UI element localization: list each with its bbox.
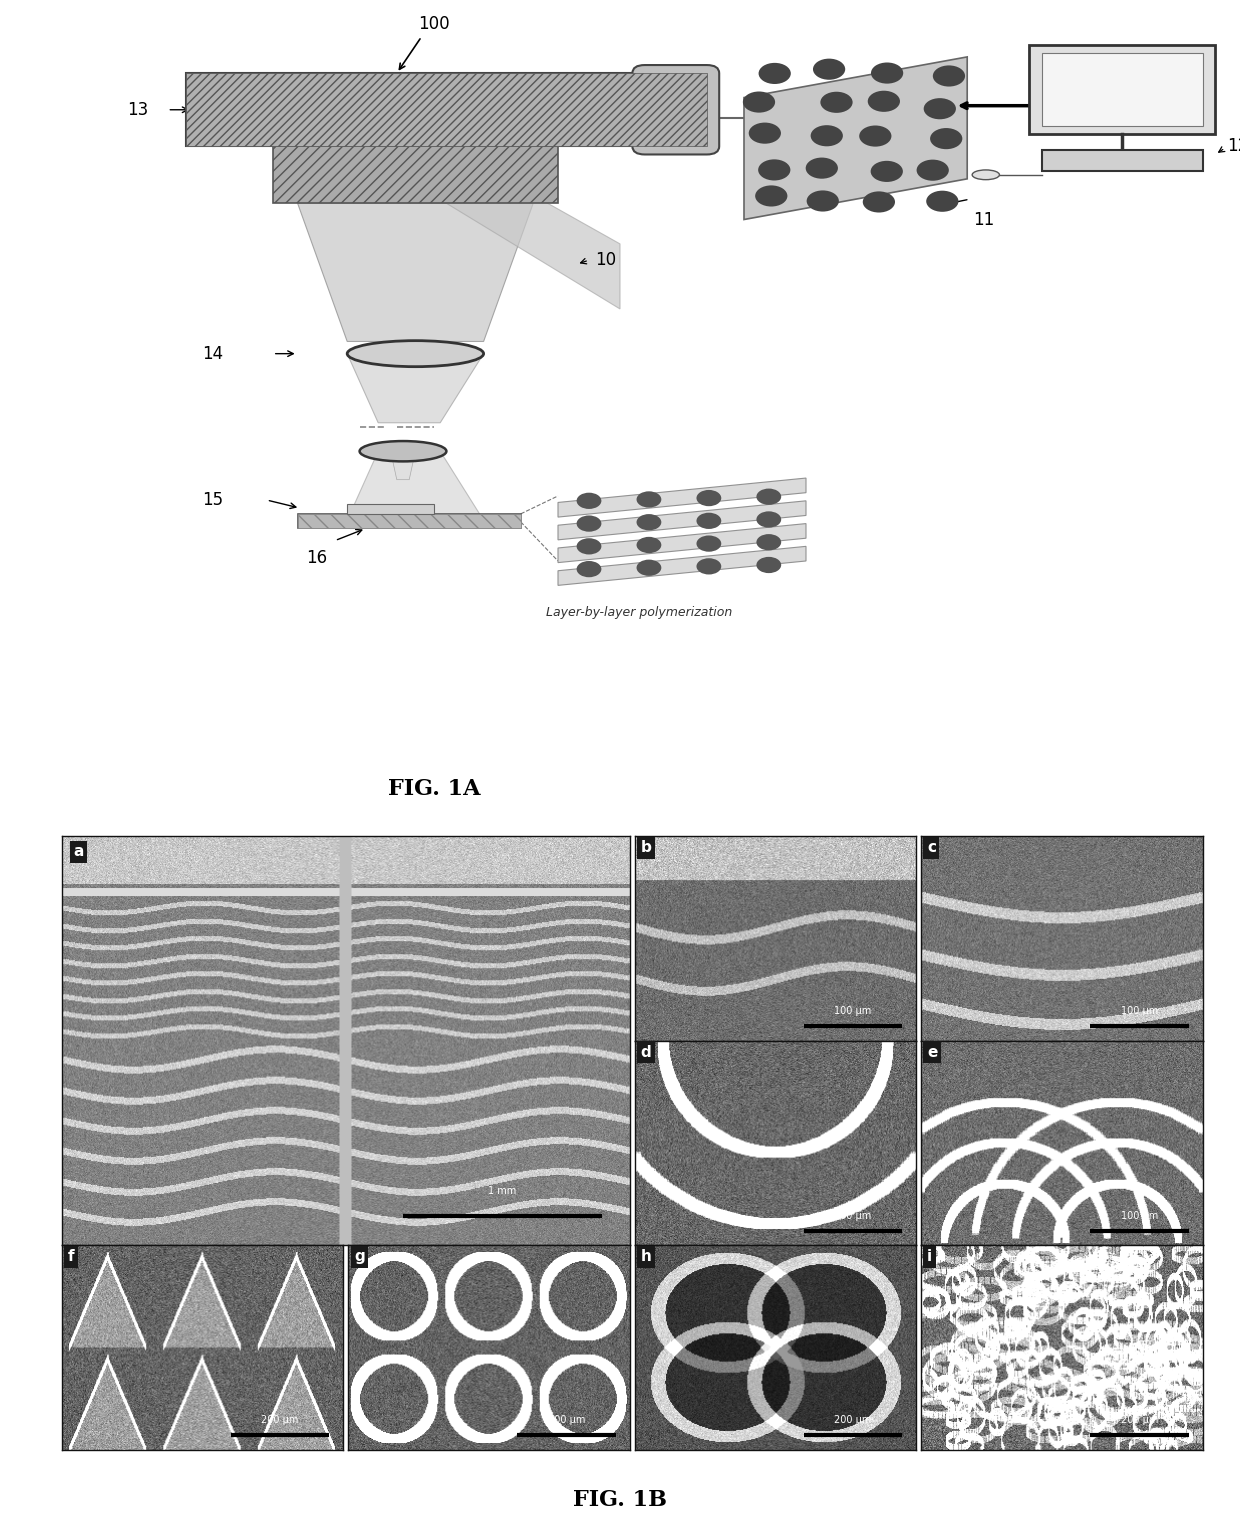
Circle shape (636, 491, 661, 508)
Ellipse shape (972, 170, 999, 179)
Circle shape (924, 98, 956, 120)
Text: Layer-by-layer polymerization: Layer-by-layer polymerization (546, 606, 732, 618)
Text: 100 μm: 100 μm (835, 1006, 872, 1016)
Circle shape (806, 158, 838, 178)
Circle shape (755, 186, 787, 207)
Circle shape (697, 489, 722, 506)
Text: 13: 13 (128, 101, 149, 118)
Text: 15: 15 (202, 491, 223, 509)
Circle shape (697, 535, 722, 552)
Polygon shape (347, 451, 484, 520)
Text: f: f (68, 1249, 74, 1264)
Text: 200 μm: 200 μm (262, 1414, 299, 1425)
FancyBboxPatch shape (298, 514, 521, 528)
Polygon shape (558, 546, 806, 586)
Circle shape (636, 560, 661, 575)
Text: 200 μm: 200 μm (835, 1414, 872, 1425)
Circle shape (916, 160, 949, 181)
Circle shape (759, 63, 791, 84)
Text: 14: 14 (202, 345, 223, 362)
Polygon shape (273, 146, 558, 204)
Text: 200 μm: 200 μm (548, 1414, 585, 1425)
Text: 12: 12 (1228, 138, 1240, 155)
Circle shape (743, 92, 775, 112)
Text: FIG. 1A: FIG. 1A (388, 778, 480, 799)
Text: e: e (928, 1045, 937, 1060)
Bar (298, 514, 521, 528)
Circle shape (932, 66, 965, 86)
Bar (186, 74, 707, 146)
Circle shape (859, 126, 892, 147)
Text: h: h (641, 1249, 651, 1264)
Bar (1042, 52, 1203, 126)
Text: i: i (928, 1249, 932, 1264)
Circle shape (749, 123, 781, 144)
Circle shape (697, 558, 722, 575)
Circle shape (756, 534, 781, 551)
Circle shape (807, 190, 839, 212)
Text: c: c (928, 841, 936, 854)
Text: 100 μm: 100 μm (1121, 1210, 1158, 1221)
Circle shape (577, 492, 601, 509)
Circle shape (870, 161, 903, 183)
Text: 1 mm: 1 mm (489, 1186, 516, 1197)
Text: 100 μm: 100 μm (835, 1210, 872, 1221)
Circle shape (870, 63, 903, 84)
Polygon shape (558, 523, 806, 563)
Circle shape (758, 160, 790, 181)
Polygon shape (558, 479, 806, 517)
Polygon shape (744, 57, 967, 219)
Text: a: a (73, 844, 84, 859)
Circle shape (756, 511, 781, 528)
Text: 10: 10 (595, 252, 616, 268)
Circle shape (863, 192, 895, 213)
Text: 200 μm: 200 μm (1121, 1414, 1158, 1425)
Circle shape (636, 537, 661, 554)
Polygon shape (298, 204, 533, 342)
Polygon shape (446, 146, 620, 308)
Circle shape (926, 190, 959, 212)
Circle shape (577, 538, 601, 554)
Text: 16: 16 (305, 549, 327, 566)
Circle shape (930, 127, 962, 149)
Circle shape (577, 561, 601, 577)
Text: d: d (641, 1045, 651, 1060)
Text: 11: 11 (973, 212, 994, 230)
Circle shape (577, 515, 601, 532)
Bar (1042, 150, 1203, 170)
Circle shape (756, 488, 781, 505)
Circle shape (821, 92, 853, 114)
Ellipse shape (347, 341, 484, 367)
FancyBboxPatch shape (632, 64, 719, 155)
Text: 100 μm: 100 μm (1121, 1006, 1158, 1016)
Circle shape (813, 58, 846, 80)
Ellipse shape (360, 442, 446, 462)
Text: g: g (355, 1249, 365, 1264)
Circle shape (811, 126, 843, 146)
Circle shape (636, 514, 661, 531)
Bar (347, 505, 434, 514)
Polygon shape (558, 500, 806, 540)
Text: FIG. 1B: FIG. 1B (573, 1490, 667, 1511)
FancyBboxPatch shape (186, 74, 707, 146)
Bar (1029, 44, 1215, 133)
Circle shape (756, 557, 781, 574)
Polygon shape (391, 451, 415, 480)
Polygon shape (347, 354, 484, 423)
Circle shape (868, 91, 900, 112)
Text: b: b (641, 841, 651, 854)
Text: 100: 100 (418, 14, 450, 32)
Circle shape (697, 512, 722, 529)
